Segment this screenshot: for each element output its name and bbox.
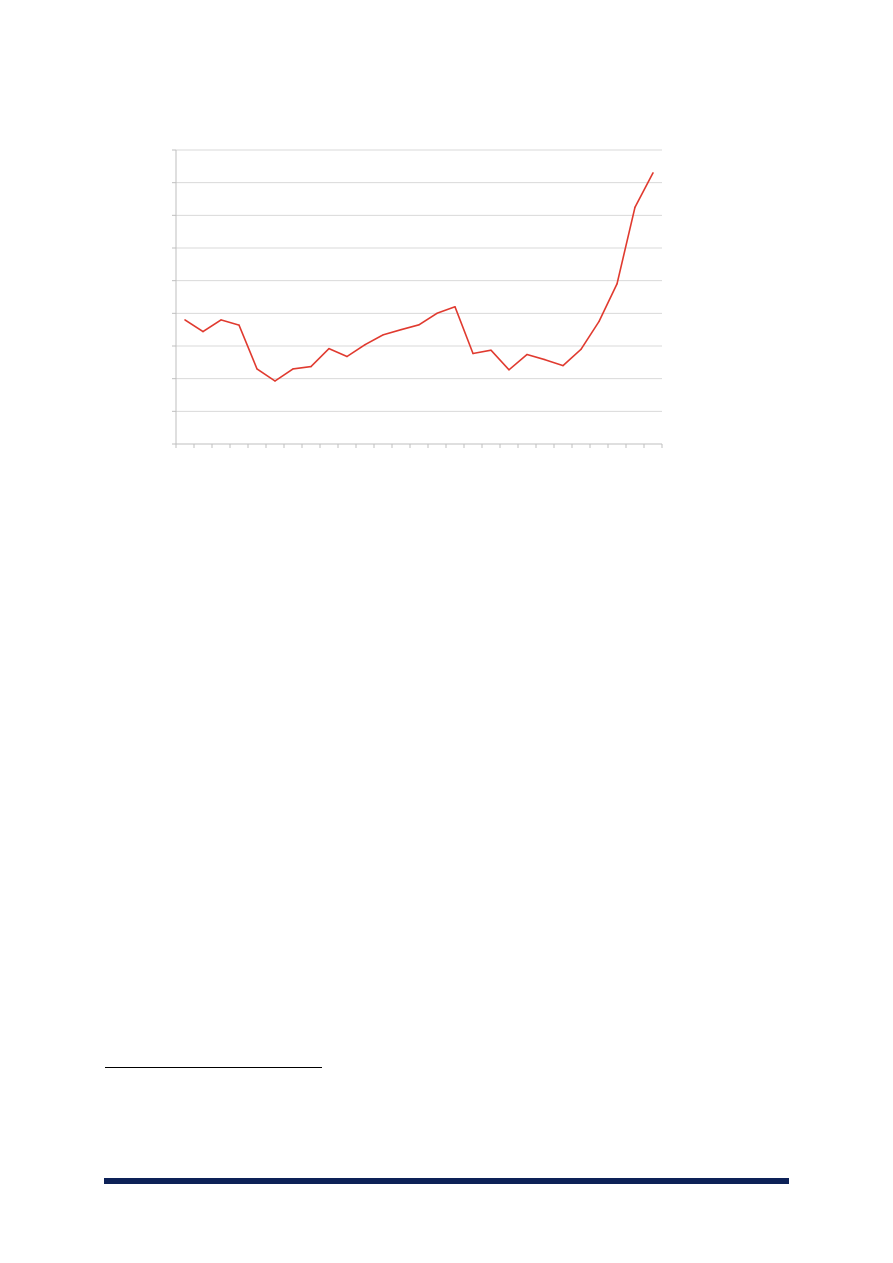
data-point-0-6 xyxy=(292,368,294,370)
data-point-0-14 xyxy=(436,312,438,315)
data-point-0-23 xyxy=(598,320,600,323)
data-point-0-2 xyxy=(220,319,222,321)
data-point-0-4 xyxy=(256,368,258,370)
data-point-0-18 xyxy=(508,369,510,371)
data-point-0-24 xyxy=(616,283,618,285)
footnote-separator xyxy=(105,1067,322,1068)
data-point-0-21 xyxy=(562,364,564,367)
data-point-0-11 xyxy=(382,334,384,336)
page-footer-bar xyxy=(104,1178,789,1184)
data-point-0-1 xyxy=(202,330,204,333)
data-point-0-17 xyxy=(490,349,492,352)
data-point-0-12 xyxy=(400,328,402,331)
data-point-0-8 xyxy=(328,347,330,350)
data-point-0-9 xyxy=(346,355,348,358)
data-point-0-3 xyxy=(238,324,240,326)
data-point-0-7 xyxy=(310,365,312,368)
data-point-0-19 xyxy=(526,353,528,356)
data-point-0-25 xyxy=(634,206,636,208)
line-chart xyxy=(0,0,893,480)
line-chart-svg xyxy=(172,149,663,448)
data-point-0-10 xyxy=(364,343,366,346)
data-point-0-20 xyxy=(544,358,546,361)
data-point-0-15 xyxy=(454,306,456,308)
data-point-0-22 xyxy=(580,348,582,351)
series-line-0 xyxy=(184,172,654,382)
data-point-0-0 xyxy=(184,319,186,321)
data-point-0-13 xyxy=(418,323,420,326)
data-point-0-26 xyxy=(652,172,654,174)
data-point-0-16 xyxy=(472,352,474,355)
data-point-0-5 xyxy=(274,380,276,382)
